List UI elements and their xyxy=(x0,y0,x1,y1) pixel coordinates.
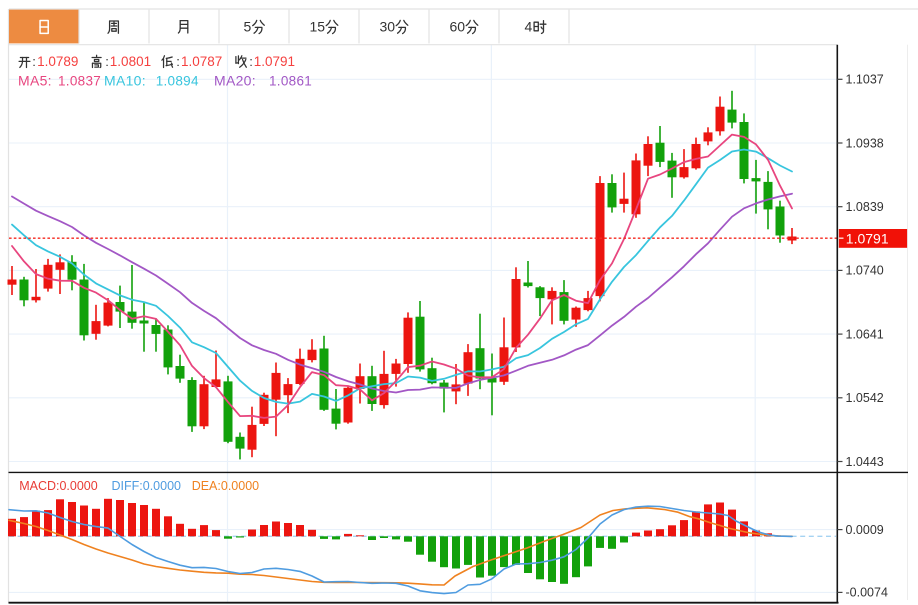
svg-text:1.0801: 1.0801 xyxy=(110,54,151,69)
svg-text:30: 30 xyxy=(380,18,396,34)
svg-text:1.0861: 1.0861 xyxy=(269,73,312,88)
svg-text:1.1037: 1.1037 xyxy=(846,73,884,87)
svg-text:1.0787: 1.0787 xyxy=(181,54,222,69)
svg-text:MACD:0.0000: MACD:0.0000 xyxy=(19,479,98,493)
svg-text:1.0837: 1.0837 xyxy=(58,73,101,88)
svg-text::: : xyxy=(105,54,109,69)
svg-text:4: 4 xyxy=(525,18,533,34)
svg-text:1.0791: 1.0791 xyxy=(846,230,889,246)
svg-text:15: 15 xyxy=(310,18,326,34)
svg-text::: : xyxy=(176,54,180,69)
svg-text:1.0938: 1.0938 xyxy=(846,136,884,150)
svg-text:MA20:: MA20: xyxy=(214,72,256,88)
svg-text::: : xyxy=(249,54,253,69)
svg-text:1.0740: 1.0740 xyxy=(846,264,884,278)
svg-text:1.0839: 1.0839 xyxy=(846,200,884,214)
svg-text:0.0009: 0.0009 xyxy=(846,523,884,537)
svg-text::: : xyxy=(32,54,36,69)
svg-text:1.0542: 1.0542 xyxy=(846,391,884,405)
svg-text:MA10:: MA10: xyxy=(104,72,146,88)
svg-text:1.0894: 1.0894 xyxy=(156,73,199,88)
svg-text:1.0443: 1.0443 xyxy=(846,455,884,469)
svg-text:MA5:: MA5: xyxy=(18,72,52,88)
svg-text:DIFF:0.0000: DIFF:0.0000 xyxy=(112,479,182,493)
svg-text:-0.0074: -0.0074 xyxy=(846,586,888,600)
svg-text:5: 5 xyxy=(244,18,252,34)
svg-text:1.0641: 1.0641 xyxy=(846,327,884,341)
svg-text:60: 60 xyxy=(450,18,466,34)
svg-text:1.0791: 1.0791 xyxy=(254,54,295,69)
svg-text:1.0789: 1.0789 xyxy=(37,54,78,69)
svg-text:DEA:0.0000: DEA:0.0000 xyxy=(192,479,259,493)
